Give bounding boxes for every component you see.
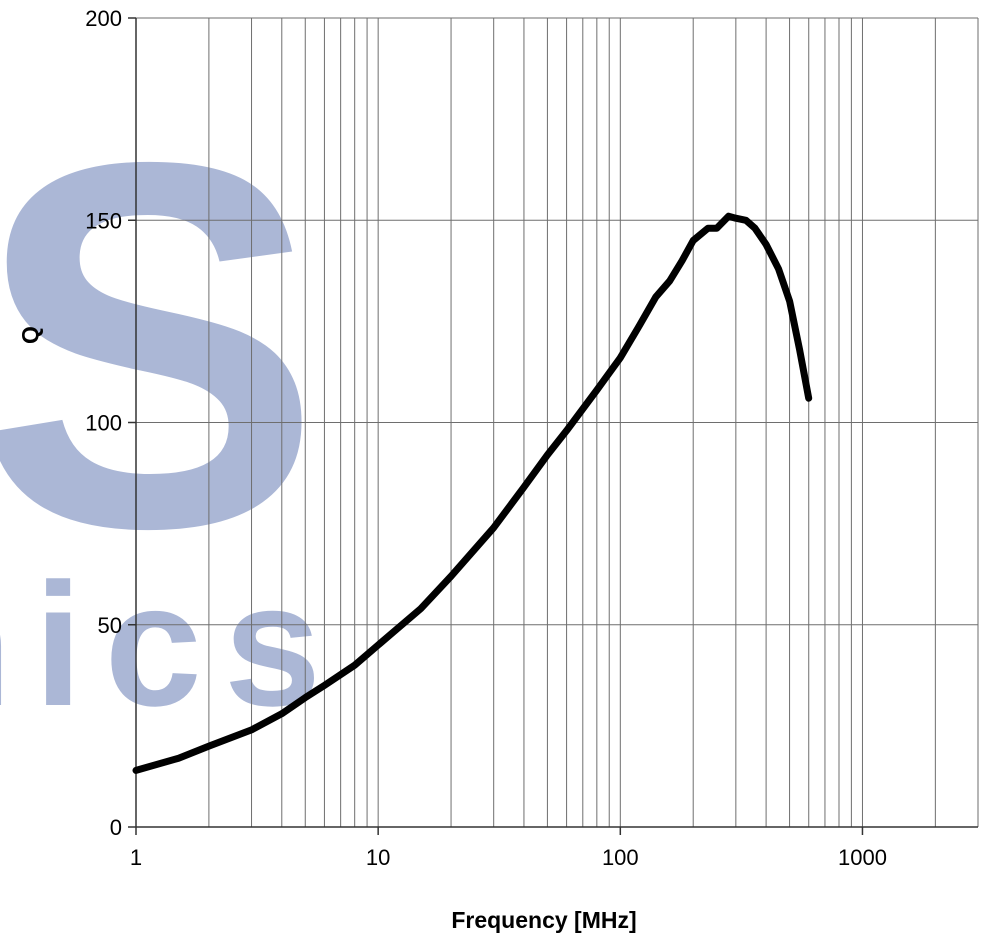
x-tick-label: 1	[130, 845, 142, 870]
x-tick-label: 10	[366, 845, 390, 870]
plot-series	[132, 212, 813, 774]
y-tick-label: 200	[85, 6, 122, 31]
x-tick-label: 1000	[838, 845, 887, 870]
y-tick-label: 100	[85, 411, 122, 436]
y-tick-label: 50	[98, 613, 122, 638]
y-axis-title: Q	[17, 326, 43, 344]
plot-grid	[136, 17, 979, 827]
watermark-letter: S	[0, 55, 322, 636]
tick-labels: 0 50 100 150 200 1 10 100 1000	[85, 6, 887, 870]
y-tick-label: 0	[110, 815, 122, 840]
plot-axes	[128, 17, 978, 835]
q-curve-line	[132, 212, 813, 774]
x-tick-label: 100	[602, 845, 639, 870]
x-axis-title: Frequency [MHz]	[451, 907, 636, 933]
watermark-logo: S nics	[0, 55, 343, 743]
watermark-text: nics	[0, 548, 343, 743]
y-tick-label: 150	[85, 208, 122, 233]
